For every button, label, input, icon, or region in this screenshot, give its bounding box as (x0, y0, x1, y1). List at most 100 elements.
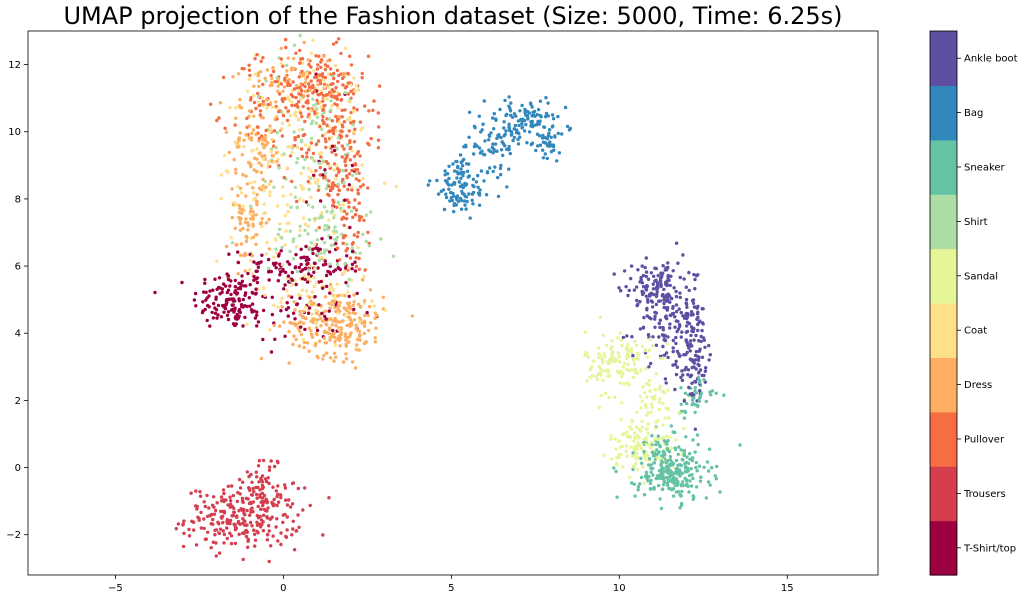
scatter-point-dress (287, 329, 291, 334)
scatter-point-bag (467, 174, 472, 178)
scatter-point-trousers (279, 495, 283, 500)
scatter-point-ankle-boot (679, 335, 683, 339)
scatter-point-ankle-boot (649, 299, 653, 303)
scatter-point-t-shirt-top (294, 282, 298, 287)
scatter-point-coat (296, 118, 300, 122)
scatter-point-pullover (217, 116, 221, 120)
scatter-point-dress (295, 83, 299, 88)
scatter-point-sneaker (684, 435, 688, 439)
scatter-point-dress (352, 300, 356, 304)
scatter-point-coat (280, 296, 284, 300)
scatter-point-trousers (255, 520, 259, 524)
scatter-point-pullover (317, 54, 321, 58)
scatter-point-t-shirt-top (227, 252, 231, 256)
scatter-point-shirt (322, 110, 326, 115)
scatter-point-pullover (319, 81, 323, 86)
scatter-point-sneaker (702, 465, 706, 469)
scatter-point-ankle-boot (691, 329, 695, 334)
scatter-point-dress (308, 295, 312, 299)
scatter-point-sneaker (665, 481, 670, 485)
scatter-point-bag (550, 113, 555, 117)
scatter-point-dress (246, 228, 250, 232)
scatter-point-shirt (276, 232, 280, 237)
scatter-point-coat (255, 147, 259, 151)
scatter-point-trousers (202, 517, 206, 521)
scatter-point-t-shirt-top (240, 279, 245, 283)
scatter-point-ankle-boot (622, 269, 627, 273)
scatter-point-trousers (228, 519, 232, 523)
scatter-point-coat (269, 150, 273, 154)
scatter-point-dress (270, 160, 274, 164)
scatter-point-dress (358, 305, 363, 309)
scatter-point-coat (272, 255, 276, 259)
scatter-point-dress (324, 351, 329, 355)
scatter-point-pullover (357, 171, 361, 175)
scatter-point-coat (279, 61, 283, 66)
scatter-point-shirt (354, 171, 359, 176)
scatter-point-bag (546, 134, 551, 138)
scatter-point-pullover (318, 125, 322, 129)
scatter-point-ankle-boot (671, 363, 675, 367)
scatter-point-pullover (349, 89, 353, 94)
scatter-point-ankle-boot (700, 321, 705, 325)
scatter-point-pullover (371, 108, 375, 113)
scatter-point-coat (252, 93, 256, 98)
scatter-point-coat (308, 116, 312, 120)
scatter-point-t-shirt-top (327, 250, 332, 254)
scatter-point-coat (359, 128, 363, 132)
scatter-point-coat (236, 184, 240, 189)
scatter-point-pullover (326, 64, 330, 68)
y-tick-label: 12 (8, 60, 21, 71)
scatter-point-pullover (279, 57, 283, 61)
scatter-point-coat (303, 222, 308, 227)
scatter-point-sandal (618, 381, 622, 385)
scatter-point-sandal (647, 379, 652, 383)
scatter-point-t-shirt-top (323, 259, 327, 263)
scatter-point-bag (509, 101, 513, 105)
scatter-point-trousers (206, 530, 210, 534)
scatter-point-coat (309, 169, 313, 174)
scatter-point-coat (274, 251, 278, 255)
scatter-point-sandal (596, 372, 601, 376)
scatter-point-pullover (350, 188, 354, 192)
scatter-point-dress (262, 135, 266, 140)
scatter-point-shirt (300, 139, 304, 144)
scatter-point-pullover (331, 82, 335, 86)
scatter-point-shirt (339, 206, 343, 211)
scatter-point-pullover (245, 116, 249, 121)
scatter-point-dress (282, 85, 287, 89)
scatter-point-trousers (276, 539, 280, 543)
scatter-point-bag (536, 107, 541, 112)
scatter-point-dress (328, 338, 332, 342)
scatter-point-pullover (305, 151, 309, 155)
scatter-point-ankle-boot (676, 319, 680, 324)
scatter-point-pullover (294, 95, 298, 100)
scatter-point-sneaker (666, 466, 671, 470)
scatter-point-sneaker (693, 386, 697, 390)
scatter-point-bag (560, 132, 564, 136)
scatter-point-t-shirt-top (251, 291, 255, 295)
scatter-point-t-shirt-top (297, 265, 301, 270)
scatter-point-trousers (198, 490, 202, 494)
scatter-point-sandal (639, 446, 644, 451)
scatter-point-pullover (261, 82, 265, 87)
scatter-point-coat (353, 88, 357, 93)
scatter-point-dress (310, 303, 314, 307)
scatter-point-ankle-boot (700, 355, 705, 359)
scatter-point-pullover (247, 63, 251, 67)
scatter-point-bag (532, 123, 537, 127)
scatter-point-t-shirt-top (345, 254, 349, 258)
scatter-point-t-shirt-top (207, 294, 211, 298)
scatter-point-dress (360, 278, 365, 282)
scatter-point-sneaker (683, 461, 687, 466)
scatter-point-ankle-boot (688, 349, 692, 353)
scatter-point-shirt (313, 159, 317, 163)
scatter-point-pullover (281, 99, 285, 104)
scatter-point-dress (264, 139, 268, 143)
scatter-point-t-shirt-top (260, 253, 264, 257)
scatter-point-t-shirt-top (293, 317, 297, 321)
scatter-point-sandal (585, 379, 589, 383)
scatter-point-bag (507, 122, 511, 126)
scatter-point-ankle-boot (642, 315, 646, 320)
scatter-point-dress (345, 309, 349, 313)
